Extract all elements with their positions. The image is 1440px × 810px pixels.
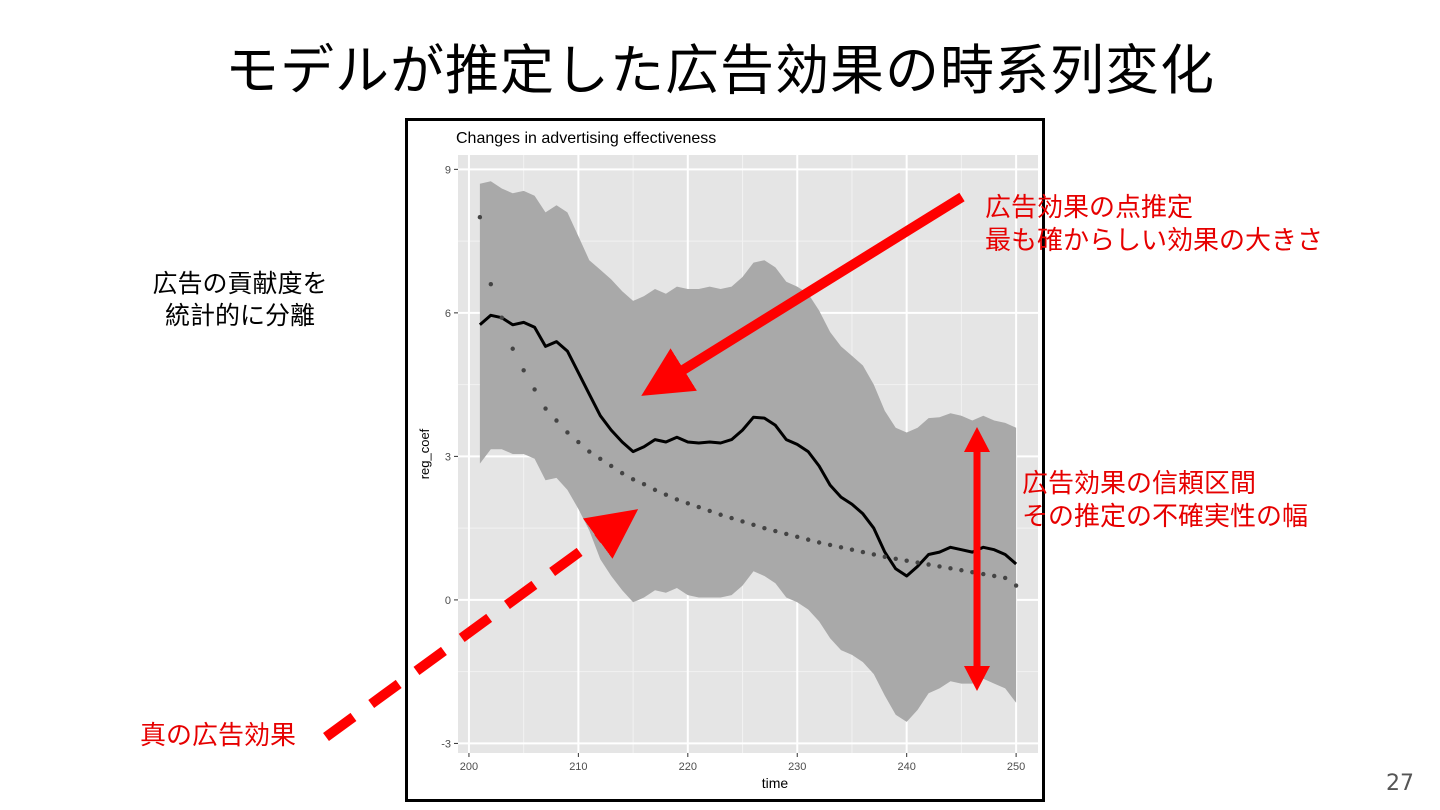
- x-axis-label: time: [762, 775, 789, 791]
- true-effect-point: [838, 545, 844, 550]
- true-effect-point: [773, 528, 778, 534]
- true-effect-point: [1002, 575, 1008, 581]
- confidence-interval-label: 広告効果の信頼区間: [1022, 469, 1257, 499]
- point-estimate-label: 広告効果の点推定: [985, 193, 1194, 223]
- true-effect-point: [948, 566, 953, 571]
- true-effect-point: [970, 569, 975, 575]
- true-effect-point: [805, 537, 811, 542]
- true-effect-point: [521, 368, 526, 373]
- true-effect-point: [499, 315, 504, 320]
- true-effect-point: [1013, 583, 1019, 588]
- chart: 200 210 220 230 240 250 -3 0 3 6 9 Changes in adver…: [417, 130, 1038, 791]
- true-effect-point: [926, 562, 931, 567]
- true-effect-point: [959, 568, 964, 573]
- true-effect-point: [860, 549, 866, 555]
- x-tick-label: 240: [897, 761, 915, 773]
- y-tick-label: -3: [441, 738, 451, 750]
- true-effect-point: [663, 492, 669, 497]
- true-effect-point: [718, 512, 723, 517]
- true-effect-point: [685, 501, 691, 506]
- chart-frame: 200 210 220 230 240 250 -3 0 3 6 9 Changes in adver…: [405, 118, 1045, 802]
- true-effect-point: [816, 540, 822, 545]
- true-effect-point: [554, 418, 559, 423]
- x-tick-label: 210: [569, 761, 587, 773]
- true-effect-point: [751, 522, 756, 528]
- true-effect-point: [904, 558, 909, 563]
- x-tick-label: 250: [1007, 761, 1025, 773]
- true-effect-point: [893, 556, 898, 561]
- true-effect-point: [598, 456, 603, 461]
- true-effect-point: [981, 571, 986, 577]
- point-estimate-description: 最も確からしい効果の大きさ: [985, 226, 1324, 256]
- true-effect-point: [543, 406, 548, 411]
- true-effect-point: [882, 554, 887, 560]
- true-effect-point: [740, 519, 745, 524]
- true-effect-point: [652, 487, 658, 493]
- true-effect-point: [707, 508, 712, 514]
- true-effect-point: [937, 564, 942, 569]
- true-effect-point: [795, 534, 800, 539]
- true-effect-point: [641, 481, 647, 487]
- true-effect-point: [729, 515, 734, 521]
- point-estimate-line: [478, 313, 1018, 578]
- y-tick-label: 6: [445, 308, 451, 320]
- true-effect-point: [576, 439, 581, 445]
- true-effect-point: [477, 214, 483, 220]
- y-tick-label: 0: [445, 595, 451, 607]
- true-effect-point: [915, 560, 920, 565]
- x-tick-label: 200: [460, 761, 478, 773]
- chart-title: Changes in advertising effectiveness: [456, 130, 716, 147]
- true-effect-point: [784, 531, 789, 537]
- true-effect-point: [510, 346, 515, 351]
- true-effect-point: [630, 477, 636, 482]
- side-note: 広告の貢献度を 統計的に分離: [110, 268, 370, 332]
- confidence-interval-description: その推定の不確実性の幅: [1022, 502, 1309, 532]
- true-effect-point: [827, 542, 833, 548]
- y-tick-label: 3: [445, 451, 451, 463]
- true-effect-point: [619, 470, 625, 476]
- confidence-band: [479, 181, 1017, 722]
- side-note-line-2: 統計的に分離: [164, 301, 315, 330]
- slide-title: モデルが推定した広告効果の時系列変化: [225, 39, 1215, 102]
- side-note-line-1: 広告の貢献度を: [152, 269, 328, 298]
- true-effect-point: [871, 552, 877, 557]
- confidence-interval-annotation: 広告効果の信頼区間 その推定の不確実性の幅: [1022, 468, 1308, 534]
- true-effect-point: [674, 497, 680, 502]
- page-number: 27: [1386, 771, 1414, 796]
- true-effect-point: [587, 449, 592, 454]
- true-effect-point: [849, 547, 855, 552]
- true-effect-point: [696, 504, 701, 510]
- true-effect-point: [992, 573, 997, 579]
- y-tick-label: 9: [445, 164, 451, 176]
- point-estimate-annotation: 広告効果の点推定 最も確からしい効果の大きさ: [985, 192, 1323, 258]
- x-tick-label: 230: [788, 761, 806, 773]
- true-effect-point: [762, 525, 767, 531]
- true-effect-point: [565, 430, 570, 435]
- true-effect-point: [488, 281, 494, 287]
- true-effect-annotation: 真の広告効果: [140, 721, 297, 751]
- y-axis-label: reg_coef: [417, 428, 432, 479]
- true-effect-point: [532, 387, 537, 392]
- x-tick-label: 220: [679, 761, 697, 773]
- true-effect-point: [609, 463, 614, 469]
